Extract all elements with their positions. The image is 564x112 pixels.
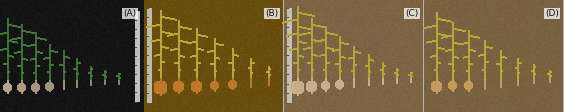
Text: (D): (D) bbox=[545, 9, 559, 18]
Text: (C): (C) bbox=[406, 9, 419, 18]
Text: (A): (A) bbox=[124, 9, 136, 18]
Text: (B): (B) bbox=[266, 9, 279, 18]
